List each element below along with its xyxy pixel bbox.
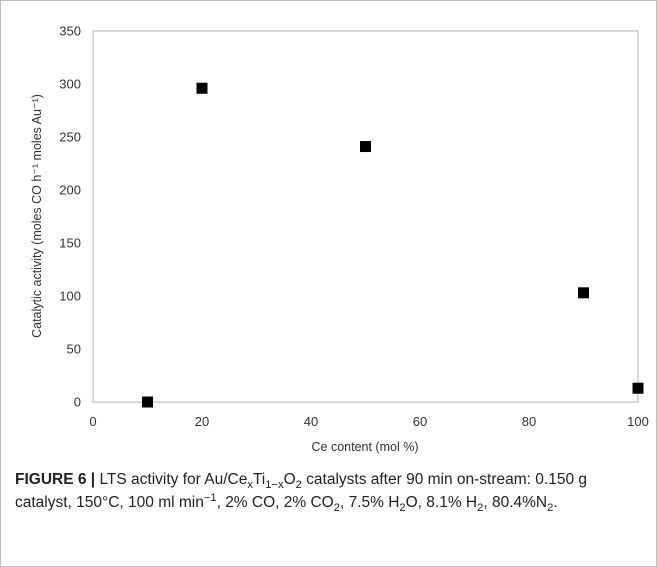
y-tick-label: 200 bbox=[59, 183, 81, 198]
y-tick-label: 100 bbox=[59, 289, 81, 304]
caption-subscript: 1−x bbox=[265, 479, 284, 492]
caption-text: O bbox=[283, 471, 296, 488]
caption-subscript: 2 bbox=[295, 479, 302, 492]
caption-superscript: −1 bbox=[203, 491, 217, 504]
data-point bbox=[360, 141, 371, 153]
caption-text: , 2% CO, 2% CO bbox=[216, 494, 334, 511]
y-axis-ticks: 0 50 100 150 200 250 300 350 bbox=[59, 24, 81, 410]
x-tick-label: 40 bbox=[304, 414, 318, 429]
y-tick-label: 0 bbox=[74, 395, 81, 410]
caption-subscript: 2 bbox=[477, 502, 484, 515]
caption-text: , 80.4%N bbox=[483, 494, 548, 511]
figure-caption: FIGURE 6 | LTS activity for Au/CexTi1−xO… bbox=[15, 468, 645, 514]
y-tick-label: 300 bbox=[59, 77, 81, 92]
caption-text: O, 8.1% H bbox=[405, 494, 478, 511]
y-tick-label: 250 bbox=[59, 130, 81, 145]
caption-text: . bbox=[553, 494, 558, 511]
data-points bbox=[142, 82, 644, 408]
y-tick-label: 350 bbox=[59, 24, 81, 39]
x-axis-ticks: 0 20 40 60 80 100 bbox=[89, 414, 648, 429]
plot-area bbox=[92, 30, 639, 403]
x-tick-label: 20 bbox=[195, 414, 209, 429]
caption-subscript: 2 bbox=[399, 502, 406, 515]
y-axis-label: Catalytic activity (moles CO h⁻¹ moles A… bbox=[30, 94, 44, 338]
caption-subscript: x bbox=[247, 479, 253, 492]
caption-text: catalysts after 90 min on-stream: 0.150 … bbox=[15, 471, 588, 511]
caption-text: LTS activity for Au/Ce bbox=[95, 471, 248, 488]
x-tick-label: 60 bbox=[413, 414, 427, 429]
data-point bbox=[578, 287, 589, 299]
scatter-chart: 0 50 100 150 200 250 300 350 0 20 40 60 80 100 Ce co… bbox=[30, 24, 649, 455]
y-tick-label: 50 bbox=[67, 342, 81, 357]
data-point bbox=[142, 396, 153, 408]
caption-subscript: 2 bbox=[547, 502, 554, 515]
x-axis-label: Ce content (mol %) bbox=[312, 440, 419, 454]
data-point bbox=[196, 82, 208, 94]
x-tick-label: 100 bbox=[627, 414, 649, 429]
x-tick-label: 80 bbox=[522, 414, 536, 429]
caption-text: , 7.5% H bbox=[339, 494, 400, 511]
data-point bbox=[632, 382, 644, 394]
caption-subscript: 2 bbox=[333, 502, 340, 515]
caption-text: Ti bbox=[252, 471, 266, 488]
caption-label: FIGURE 6 | bbox=[15, 471, 96, 488]
x-tick-label: 0 bbox=[89, 414, 96, 429]
y-tick-label: 150 bbox=[59, 236, 81, 251]
